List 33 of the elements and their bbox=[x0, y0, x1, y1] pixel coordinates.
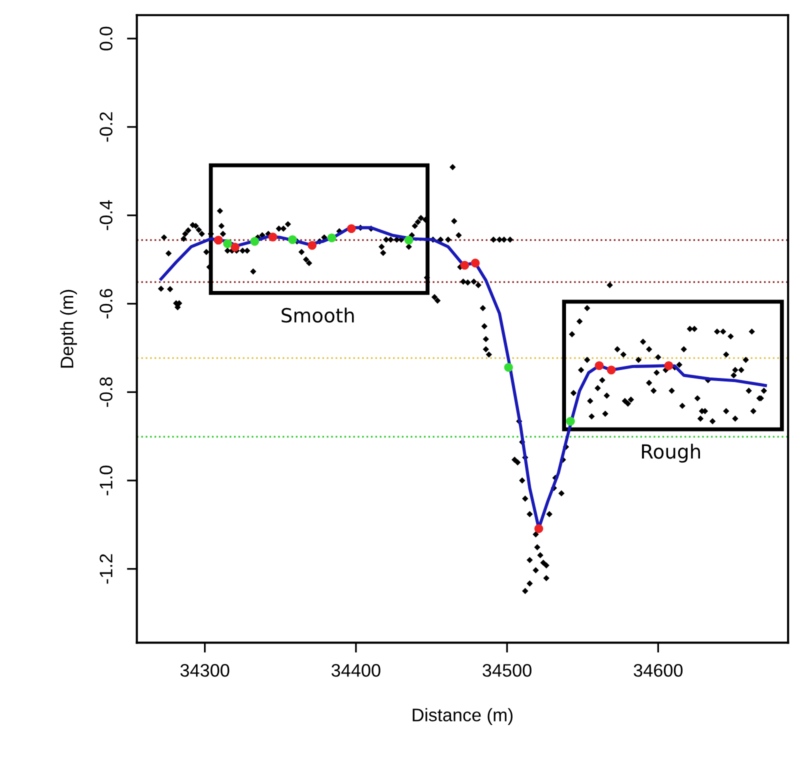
point bbox=[230, 242, 240, 252]
point bbox=[504, 362, 513, 372]
y-tick-label: -1.2 bbox=[100, 554, 112, 584]
point bbox=[534, 524, 544, 534]
y-tick-label: -0.6 bbox=[100, 288, 112, 318]
point bbox=[606, 366, 616, 374]
point bbox=[327, 233, 336, 242]
point bbox=[308, 241, 317, 250]
point bbox=[268, 232, 278, 242]
x-tick-label: 34400 bbox=[332, 664, 380, 677]
point bbox=[288, 235, 297, 244]
point bbox=[566, 416, 575, 426]
annotation: Smooth bbox=[282, 308, 354, 323]
point bbox=[664, 361, 674, 370]
point bbox=[347, 224, 356, 233]
x-axis-title: Distance (m) bbox=[412, 708, 513, 725]
point bbox=[404, 236, 414, 244]
point bbox=[223, 239, 232, 248]
y-tick-label: -0.8 bbox=[100, 377, 112, 407]
point bbox=[470, 258, 480, 268]
y-tick-label: -0.4 bbox=[100, 200, 112, 230]
x-tick-label: 34300 bbox=[180, 664, 230, 677]
y-axis-title: Depth (m) bbox=[60, 290, 77, 368]
y-tick-label: -0.2 bbox=[100, 112, 112, 142]
point bbox=[594, 361, 604, 370]
annotation: Rough bbox=[642, 444, 700, 463]
point bbox=[460, 260, 470, 270]
point bbox=[250, 237, 260, 246]
y-tick-label: 0.0 bbox=[100, 26, 112, 50]
y-tick-label: -1.0 bbox=[100, 466, 112, 496]
x-tick-label: 34600 bbox=[634, 664, 683, 677]
x-tick-label: 34500 bbox=[482, 664, 532, 677]
point bbox=[214, 236, 223, 244]
